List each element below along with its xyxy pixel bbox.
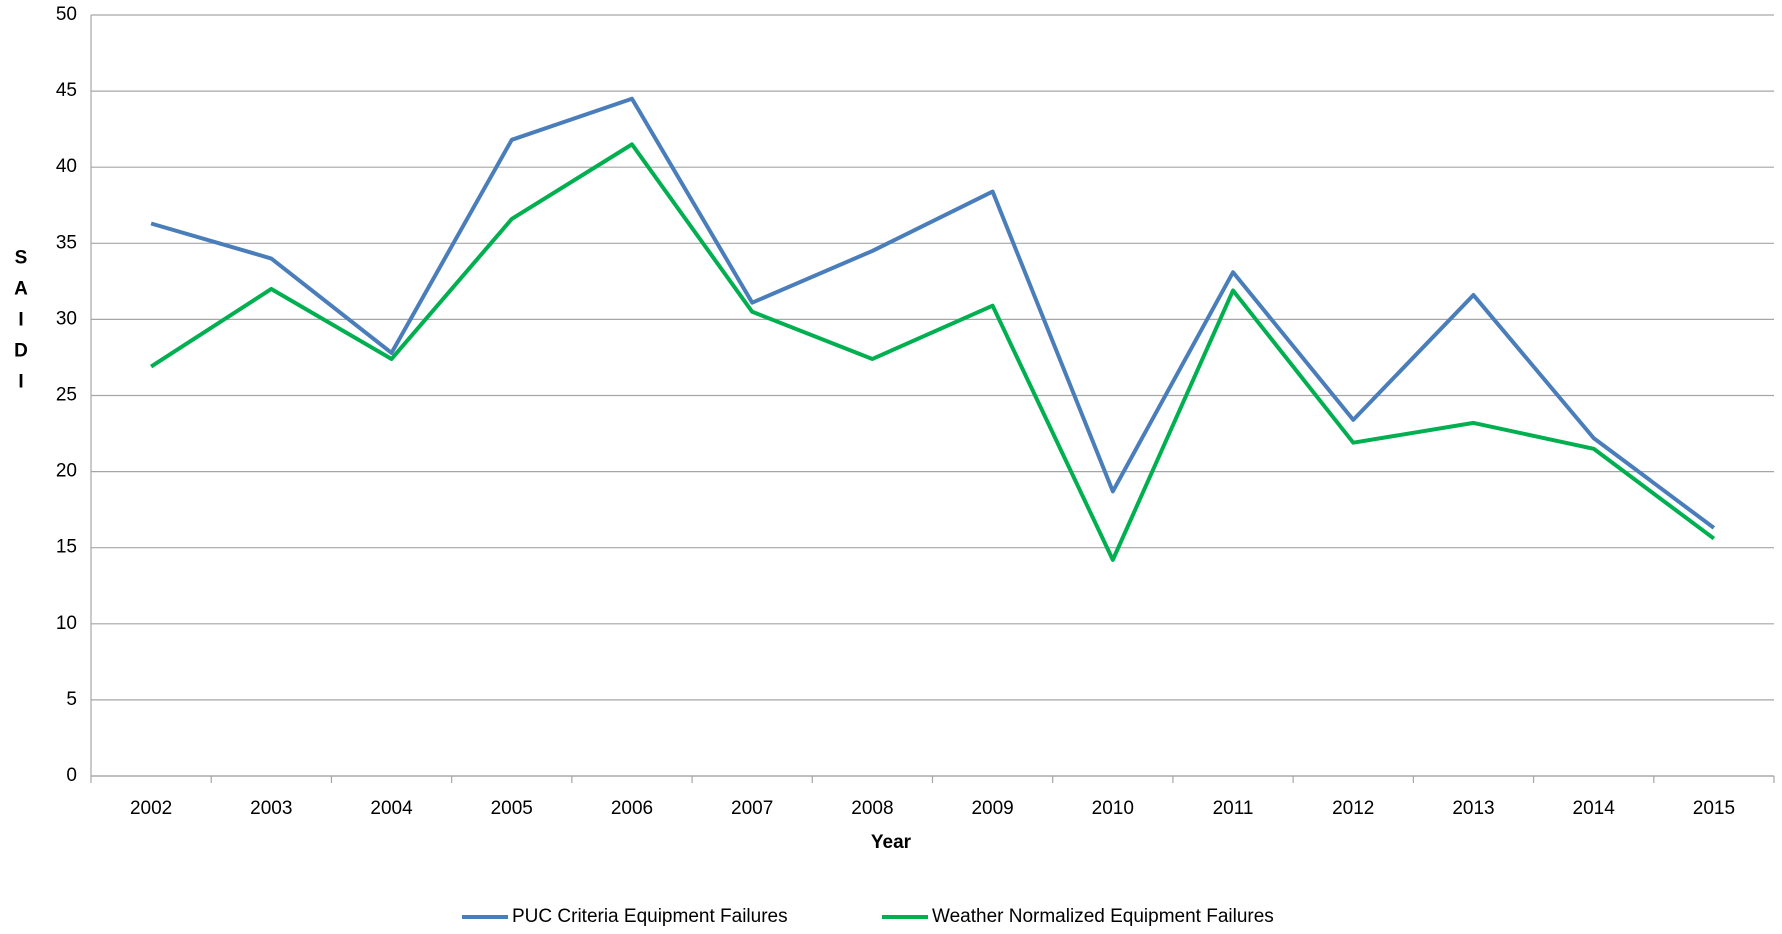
x-tick-label: 2002 — [130, 798, 172, 819]
y-tick-label: 45 — [56, 80, 77, 101]
x-tick-label: 2011 — [1213, 798, 1254, 819]
y-tick-label: 10 — [56, 613, 77, 634]
y-tick-label: 15 — [56, 537, 77, 558]
legend-label: Weather Normalized Equipment Failures — [932, 906, 1274, 927]
y-tick-label: 5 — [66, 689, 77, 710]
y-tick-label: 25 — [56, 385, 77, 406]
y-tick-label: 50 — [56, 4, 77, 25]
x-tick-label: 2009 — [971, 798, 1013, 819]
y-axis-label: SAIDI — [11, 248, 32, 403]
x-tick-label: 2004 — [370, 798, 413, 819]
x-axis-label: Year — [871, 832, 912, 853]
x-tick-label: 2008 — [851, 798, 893, 819]
x-tick-label: 2013 — [1452, 798, 1494, 819]
x-tick-label: 2005 — [491, 798, 533, 819]
series-line — [150, 142, 1716, 562]
y-tick-label: 35 — [56, 232, 77, 253]
x-tick-label: 2012 — [1332, 798, 1374, 819]
legend-label: PUC Criteria Equipment Failures — [512, 906, 788, 927]
y-tick-label: 40 — [56, 156, 77, 177]
y-tick-label: 0 — [66, 765, 77, 786]
x-tick-label: 2007 — [731, 798, 773, 819]
x-tick-label: 2014 — [1573, 798, 1616, 819]
y-tick-label: 30 — [56, 308, 77, 329]
series-line — [150, 96, 1716, 530]
x-tick-label: 2015 — [1693, 798, 1735, 819]
x-tick-label: 2006 — [611, 798, 653, 819]
x-tick-label: 2003 — [250, 798, 292, 819]
y-tick-label: 20 — [56, 461, 77, 482]
x-tick-label: 2010 — [1092, 798, 1134, 819]
